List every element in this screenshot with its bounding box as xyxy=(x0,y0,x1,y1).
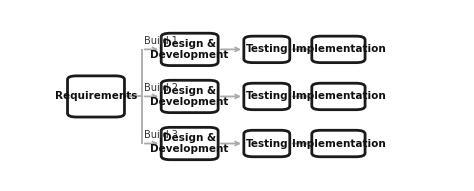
FancyBboxPatch shape xyxy=(244,83,290,110)
Text: Build 3: Build 3 xyxy=(144,130,178,140)
Text: Build 1: Build 1 xyxy=(144,36,178,46)
Text: Implementation: Implementation xyxy=(292,138,385,149)
FancyBboxPatch shape xyxy=(244,36,290,63)
Text: Design &
Development: Design & Development xyxy=(150,86,229,107)
FancyBboxPatch shape xyxy=(312,83,365,110)
FancyBboxPatch shape xyxy=(161,127,218,160)
Text: Implementation: Implementation xyxy=(292,91,385,101)
Text: Build 2: Build 2 xyxy=(144,83,178,93)
Text: Design &
Development: Design & Development xyxy=(150,133,229,154)
FancyBboxPatch shape xyxy=(244,130,290,157)
FancyBboxPatch shape xyxy=(312,36,365,63)
Text: Implementation: Implementation xyxy=(292,44,385,54)
Text: Requirements: Requirements xyxy=(55,91,137,101)
Text: Design &
Development: Design & Development xyxy=(150,39,229,60)
FancyBboxPatch shape xyxy=(161,33,218,66)
FancyBboxPatch shape xyxy=(312,130,365,157)
FancyBboxPatch shape xyxy=(67,76,125,117)
FancyBboxPatch shape xyxy=(161,80,218,113)
Text: Testing: Testing xyxy=(246,138,288,149)
Text: Testing: Testing xyxy=(246,91,288,101)
Text: Testing: Testing xyxy=(246,44,288,54)
